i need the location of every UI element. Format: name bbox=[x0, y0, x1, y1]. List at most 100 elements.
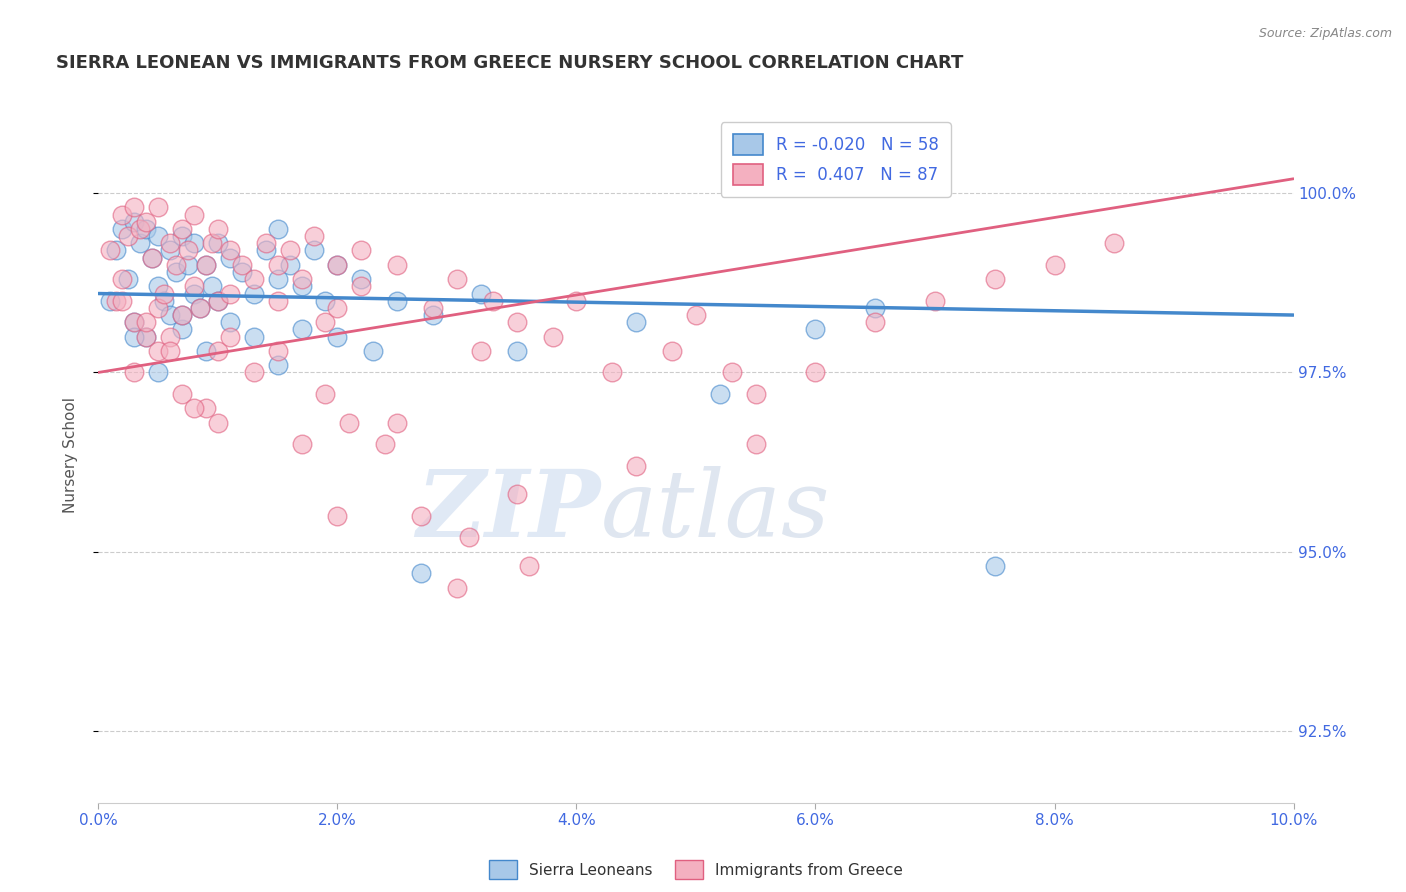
Point bbox=[129, 222, 152, 236]
Point bbox=[195, 343, 218, 358]
Point bbox=[124, 215, 146, 229]
Point bbox=[290, 272, 312, 286]
Point bbox=[183, 208, 205, 222]
Text: ZIP: ZIP bbox=[416, 466, 600, 556]
Point bbox=[219, 251, 242, 265]
Point bbox=[207, 293, 229, 308]
Point bbox=[141, 251, 163, 265]
Point bbox=[148, 279, 170, 293]
Point bbox=[148, 201, 170, 215]
Point bbox=[135, 329, 157, 343]
Point bbox=[124, 315, 146, 329]
Point bbox=[446, 581, 468, 595]
Point bbox=[159, 329, 181, 343]
Point bbox=[602, 366, 624, 380]
Point bbox=[207, 236, 229, 251]
Point bbox=[314, 293, 337, 308]
Point bbox=[135, 329, 157, 343]
Point bbox=[720, 366, 742, 380]
Point bbox=[148, 301, 170, 315]
Point bbox=[243, 329, 266, 343]
Point bbox=[159, 343, 181, 358]
Point bbox=[177, 244, 200, 258]
Point bbox=[422, 308, 444, 322]
Point bbox=[172, 308, 194, 322]
Point bbox=[188, 301, 211, 315]
Point bbox=[254, 244, 277, 258]
Point bbox=[141, 251, 163, 265]
Point bbox=[267, 272, 290, 286]
Point bbox=[124, 201, 146, 215]
Point bbox=[326, 258, 349, 272]
Point bbox=[290, 279, 312, 293]
Point bbox=[135, 222, 157, 236]
Y-axis label: Nursery School: Nursery School bbox=[63, 397, 77, 513]
Point bbox=[124, 329, 146, 343]
Point bbox=[804, 366, 827, 380]
Point bbox=[188, 301, 211, 315]
Point bbox=[153, 286, 176, 301]
Point bbox=[517, 559, 540, 574]
Point bbox=[411, 566, 433, 581]
Point bbox=[661, 343, 683, 358]
Point bbox=[984, 559, 1007, 574]
Point bbox=[207, 293, 229, 308]
Point bbox=[172, 229, 194, 244]
Point bbox=[100, 293, 122, 308]
Point bbox=[350, 279, 373, 293]
Point bbox=[183, 286, 205, 301]
Point bbox=[195, 401, 218, 416]
Point bbox=[411, 508, 433, 523]
Point bbox=[385, 258, 409, 272]
Point bbox=[267, 222, 290, 236]
Point bbox=[374, 437, 396, 451]
Point bbox=[626, 458, 648, 473]
Point bbox=[302, 229, 325, 244]
Point bbox=[470, 343, 492, 358]
Point bbox=[745, 437, 768, 451]
Point bbox=[326, 329, 349, 343]
Point bbox=[219, 244, 242, 258]
Point bbox=[183, 236, 205, 251]
Point bbox=[165, 265, 187, 279]
Point bbox=[243, 272, 266, 286]
Point bbox=[105, 293, 128, 308]
Point bbox=[148, 343, 170, 358]
Point bbox=[219, 329, 242, 343]
Point bbox=[506, 315, 529, 329]
Point bbox=[339, 416, 360, 430]
Point bbox=[148, 366, 170, 380]
Point bbox=[207, 222, 229, 236]
Point bbox=[195, 258, 218, 272]
Point bbox=[183, 279, 205, 293]
Point bbox=[326, 508, 349, 523]
Point bbox=[481, 293, 503, 308]
Point bbox=[124, 366, 146, 380]
Point bbox=[422, 301, 444, 315]
Point bbox=[207, 343, 229, 358]
Point bbox=[458, 530, 481, 544]
Point bbox=[863, 315, 887, 329]
Point bbox=[105, 244, 128, 258]
Point bbox=[804, 322, 827, 336]
Point bbox=[243, 366, 266, 380]
Point bbox=[314, 315, 337, 329]
Point bbox=[470, 286, 492, 301]
Point bbox=[201, 236, 224, 251]
Point bbox=[506, 487, 529, 501]
Point bbox=[385, 293, 409, 308]
Point bbox=[267, 343, 290, 358]
Point bbox=[361, 343, 384, 358]
Point bbox=[385, 416, 409, 430]
Point bbox=[924, 293, 946, 308]
Point bbox=[302, 244, 325, 258]
Point bbox=[231, 265, 253, 279]
Point bbox=[148, 229, 170, 244]
Point bbox=[159, 236, 181, 251]
Point bbox=[219, 315, 242, 329]
Point bbox=[863, 301, 887, 315]
Text: Source: ZipAtlas.com: Source: ZipAtlas.com bbox=[1258, 27, 1392, 40]
Text: atlas: atlas bbox=[600, 466, 830, 556]
Point bbox=[159, 308, 181, 322]
Point bbox=[267, 293, 290, 308]
